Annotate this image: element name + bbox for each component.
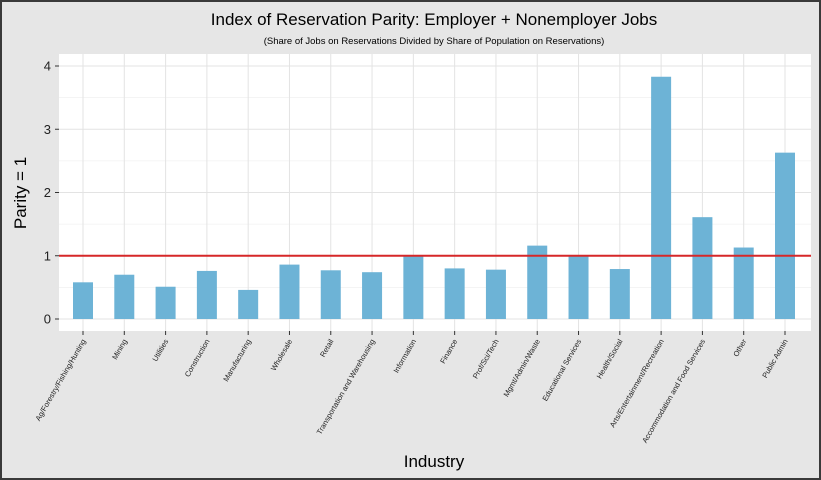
bar <box>444 268 465 319</box>
x-tick-label: Other <box>731 337 748 358</box>
y-tick-label: 2 <box>44 185 51 200</box>
bar <box>238 289 259 319</box>
bar <box>73 282 93 319</box>
bar <box>692 217 713 319</box>
bar <box>362 272 383 319</box>
y-tick-label: 0 <box>44 312 51 327</box>
bar <box>527 245 548 319</box>
chart-title: Index of Reservation Parity: Employer + … <box>211 10 657 29</box>
bar <box>155 286 176 319</box>
x-tick-label: Public Admin <box>760 338 789 380</box>
y-tick-label: 3 <box>44 122 51 137</box>
x-tick-label: Educational Services <box>540 337 583 402</box>
x-tick-label: Wholesale <box>269 338 294 373</box>
bar <box>114 274 135 319</box>
x-tick-label: Mgmt/Admin/Waste <box>502 338 542 399</box>
x-tick-label: Utilities <box>150 337 170 363</box>
bar <box>733 247 754 319</box>
x-tick-label: Mining <box>110 338 129 362</box>
bar <box>651 76 672 319</box>
chart-subtitle: (Share of Jobs on Reservations Divided b… <box>264 36 605 47</box>
bars <box>73 76 795 319</box>
bar <box>196 270 217 319</box>
x-tick-label: Prof/Sci/Tech <box>471 338 501 381</box>
bar <box>485 269 506 319</box>
x-axis-ticks: Ag/Forestry/Fishing/Hunting Mining Utiliti… <box>33 331 790 445</box>
x-tick-label: Ag/Forestry/Fishing/Hunting <box>33 338 87 423</box>
x-tick-label: Construction <box>183 338 212 379</box>
x-tick-label: Retail <box>318 337 336 358</box>
y-tick-label: 1 <box>44 248 51 263</box>
x-tick-label: Finance <box>438 338 459 366</box>
bar <box>279 264 300 319</box>
x-tick-label: Information <box>392 338 419 375</box>
bar <box>609 269 630 319</box>
y-axis-ticks: 0 1 2 3 4 <box>44 59 59 327</box>
bar <box>320 270 341 319</box>
bar <box>403 255 424 319</box>
bar <box>775 152 795 319</box>
x-axis-title: Industry <box>404 452 465 471</box>
y-axis-title: Parity = 1 <box>11 157 30 229</box>
y-tick-label: 4 <box>44 59 51 74</box>
x-tick-label: Health/Social <box>595 337 625 380</box>
bar <box>568 255 589 319</box>
x-tick-label: Manufacturing <box>221 338 253 384</box>
